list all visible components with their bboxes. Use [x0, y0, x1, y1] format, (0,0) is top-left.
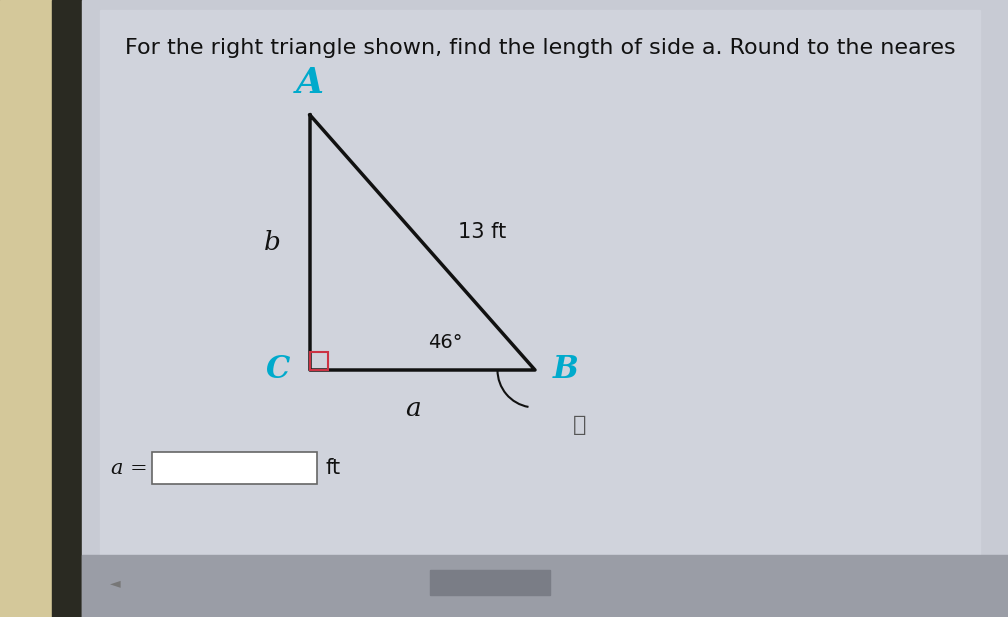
- Text: A: A: [296, 66, 324, 100]
- Text: ◄: ◄: [110, 576, 120, 590]
- Text: For the right triangle shown, find the length of side a. Round to the neares: For the right triangle shown, find the l…: [125, 38, 956, 58]
- Bar: [82, 555, 1008, 617]
- Bar: [310, 352, 328, 370]
- Text: 13 ft: 13 ft: [458, 223, 506, 242]
- Text: ft: ft: [325, 458, 340, 478]
- Bar: [100, 10, 980, 570]
- Text: a: a: [404, 395, 420, 421]
- Bar: [152, 452, 317, 484]
- Text: b: b: [263, 230, 280, 255]
- Bar: [0, 0, 52, 617]
- Text: C: C: [266, 355, 290, 386]
- Bar: [52, 0, 82, 617]
- Text: B: B: [553, 355, 579, 386]
- Text: ⓘ: ⓘ: [574, 415, 587, 435]
- Bar: [430, 570, 550, 595]
- Text: a =: a =: [111, 458, 148, 478]
- Text: 46°: 46°: [427, 333, 463, 352]
